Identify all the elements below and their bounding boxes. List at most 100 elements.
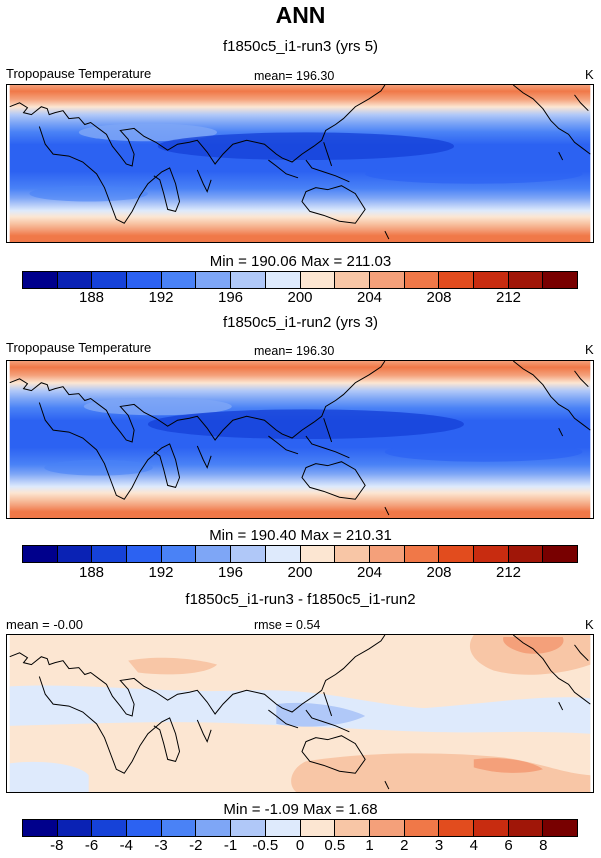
panel-1-coastlines: [9, 85, 591, 240]
panel-1-plot: [9, 85, 591, 242]
colorbar-1-swatch-10: [369, 272, 405, 288]
colorbar-3-swatch-3: [127, 820, 162, 836]
panel-2-variable-label: Tropopause Temperature: [6, 340, 152, 355]
panel-2-plot: [9, 361, 591, 518]
colorbar-1-swatch-15: [543, 272, 577, 288]
panel-3-coastlines: [9, 635, 591, 790]
colorbar-3-tick-label: -4: [119, 837, 133, 854]
panel-1-subtitle: f1850c5_i1-run3 (yrs 5): [222, 38, 379, 55]
colorbar-2-swatch-1: [57, 546, 93, 562]
colorbar-2-swatch-6: [231, 546, 266, 562]
colorbar-2-swatch-5: [196, 546, 232, 562]
colorbar-1-tick-label: 192: [148, 289, 174, 306]
panel-2-units: K: [585, 342, 594, 357]
colorbar-3-tick-label: 6: [504, 837, 513, 854]
colorbar-3-swatch-6: [231, 820, 266, 836]
colorbar-3-swatch-4: [161, 820, 197, 836]
colorbar-2-swatch-10: [369, 546, 405, 562]
colorbar-1-swatch-3: [127, 272, 162, 288]
colorbar-2-tick-label: 188: [78, 564, 105, 581]
colorbar-2-tick-label: 204: [356, 564, 383, 581]
colorbar-3-swatch-1: [57, 820, 93, 836]
panel-1-colorbar-ticks: 188 192 196 200 204 208 212: [22, 289, 578, 309]
panel-3-stats: Min = -1.09 Max = 1.68: [223, 801, 378, 818]
colorbar-2-swatch-9: [335, 546, 370, 562]
colorbar-2-swatch-2: [92, 546, 128, 562]
colorbar-1-tick-label: 208: [426, 289, 452, 306]
colorbar-1-swatch-4: [161, 272, 197, 288]
panel-3-colorbar-ticks: -8 -6 -4 -3 -2 -1 -0.5 0 0.5 1 2 3 4 6 8: [22, 837, 578, 857]
panel-3-colorbar: [22, 819, 578, 837]
panel-3-feature-warm-pool: [276, 702, 366, 727]
colorbar-1-tick-label: 188: [78, 289, 105, 306]
colorbar-3-tick-label: -6: [84, 837, 99, 854]
colorbar-1-swatch-2: [92, 272, 128, 288]
colorbar-2-swatch-15: [543, 546, 577, 562]
panel-1-feature-pacific: [365, 163, 583, 184]
colorbar-1-swatch-13: [473, 272, 509, 288]
panel-2-feature-warm-pool: [147, 409, 464, 440]
colorbar-2-tick-label: 208: [426, 564, 452, 581]
panel-3-units: K: [585, 617, 594, 632]
panel-1-map: [6, 84, 594, 243]
panel-3-map: [6, 634, 594, 793]
colorbar-1-tick-label: 196: [217, 289, 244, 306]
panel-3-feature-southern-ocean: [9, 761, 89, 792]
colorbar-1-tick-label: 204: [356, 289, 383, 306]
colorbar-1-swatch-12: [439, 272, 474, 288]
panel-2-subtitle: f1850c5_i1-run2 (yrs 3): [222, 314, 379, 331]
colorbar-3-tick-label: 1: [365, 837, 374, 854]
colorbar-1-swatch-5: [196, 272, 232, 288]
colorbar-2-swatch-3: [127, 546, 162, 562]
panel-1-colorbar: [22, 271, 578, 289]
colorbar-1-swatch-14: [508, 272, 544, 288]
colorbar-3-swatch-0: [23, 820, 58, 836]
panel-1-stats: Min = 190.06 Max = 211.03: [209, 253, 392, 270]
colorbar-1-swatch-1: [57, 272, 93, 288]
panel-3-feature-south-pacific-core: [473, 758, 543, 773]
colorbar-2-swatch-11: [404, 546, 440, 562]
colorbar-3-tick-label: 3: [434, 837, 444, 854]
colorbar-3-tick-label: 0.5: [324, 837, 346, 854]
panel-1-mean-label: mean= 196.30: [254, 69, 335, 83]
panel-3-subtitle: f1850c5_i1-run3 - f1850c5_i1-run2: [185, 591, 416, 608]
panel-3-rmse-label: rmse = 0.54: [254, 618, 321, 632]
colorbar-1-swatch-6: [231, 272, 266, 288]
colorbar-3-swatch-13: [473, 820, 509, 836]
panel-2-feature-pacific: [384, 441, 583, 462]
panel-2-field: [9, 361, 591, 518]
colorbar-3-swatch-14: [508, 820, 544, 836]
colorbar-3-tick-label: -1: [223, 837, 238, 854]
colorbar-3-swatch-5: [196, 820, 232, 836]
panel-2-colorbar-ticks: 188 192 196 200 204 208 212: [22, 564, 578, 584]
colorbar-3-tick-label: 8: [539, 837, 548, 854]
panel-1-feature-arabia: [78, 123, 218, 142]
colorbar-3-tick-label: -3: [154, 837, 168, 854]
colorbar-3-swatch-9: [335, 820, 370, 836]
colorbar-3-tick-label: 4: [469, 837, 478, 854]
colorbar-3-swatch-12: [439, 820, 474, 836]
colorbar-2-swatch-13: [473, 546, 509, 562]
colorbar-2-tick-label: 200: [287, 564, 313, 581]
colorbar-1-tick-label: 212: [495, 289, 522, 306]
colorbar-1-tick-label: 200: [287, 289, 313, 306]
colorbar-1-swatch-0: [23, 272, 58, 288]
colorbar-2-swatch-0: [23, 546, 58, 562]
colorbar-2-swatch-8: [300, 546, 336, 562]
colorbar-3-swatch-7: [265, 820, 301, 836]
colorbar-3-tick-label: 2: [400, 837, 409, 854]
panel-2-feature-south-atlantic: [44, 459, 153, 476]
colorbar-3-tick-label: -8: [50, 837, 64, 854]
panel-2-feature-arabia: [83, 397, 232, 416]
colorbar-3-swatch-2: [92, 820, 128, 836]
panel-2-map: [6, 360, 594, 519]
panel-3-plot: [9, 635, 591, 792]
panel-1-feature-warm-pool: [157, 132, 455, 161]
panel-3-feature-middle-east: [128, 657, 218, 675]
colorbar-1-swatch-7: [265, 272, 301, 288]
page-title: ANN: [275, 2, 326, 28]
panel-2-colorbar: [22, 545, 578, 563]
colorbar-3-swatch-8: [300, 820, 336, 836]
colorbar-1-swatch-9: [335, 272, 370, 288]
colorbar-2-swatch-14: [508, 546, 544, 562]
